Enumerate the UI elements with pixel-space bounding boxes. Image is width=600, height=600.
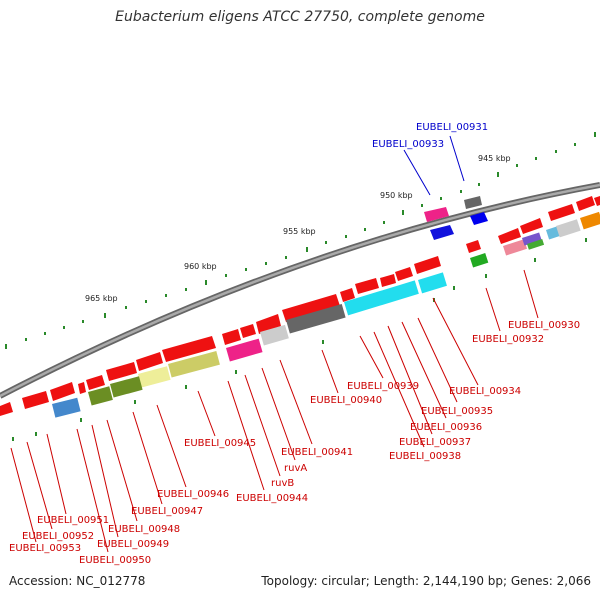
label-eubeli-00949: EUBELI_00949 — [97, 539, 169, 550]
tick-label-945: 945 kbp — [478, 154, 511, 163]
label-eubeli-00938: EUBELI_00938 — [389, 451, 461, 462]
map-title: Eubacterium eligens ATCC 27750, complete… — [115, 9, 485, 25]
label-eubeli-00936: EUBELI_00936 — [410, 422, 482, 433]
tick-ring — [5, 132, 596, 349]
label-eubeli-00930: EUBELI_00930 — [508, 320, 580, 331]
label-eubeli-00946: EUBELI_00946 — [157, 489, 229, 500]
label-eubeli-00947: EUBELI_00947 — [131, 506, 203, 517]
label-eubeli-00945: EUBELI_00945 — [184, 438, 256, 449]
label-eubeli-00933: EUBELI_00933 — [372, 139, 444, 150]
genome-summary-text: Topology: circular; Length: 2,144,190 bp… — [261, 574, 591, 588]
tick-label-950: 950 kbp — [380, 191, 413, 200]
backbone-arc — [0, 182, 600, 399]
label-eubeli-00931: EUBELI_00931 — [416, 122, 488, 133]
label-eubeli-00952: EUBELI_00952 — [22, 531, 94, 542]
tick-label-955: 955 kbp — [283, 227, 316, 236]
accession-text: Accession: NC_012778 — [9, 574, 146, 588]
label-ruvb: ruvB — [271, 478, 294, 489]
label-eubeli-00948: EUBELI_00948 — [108, 524, 180, 535]
tick-label-965: 965 kbp — [85, 294, 118, 303]
label-eubeli-00937: EUBELI_00937 — [399, 437, 471, 448]
label-eubeli-00953: EUBELI_00953 — [9, 543, 81, 554]
label-eubeli-00951: EUBELI_00951 — [37, 515, 109, 526]
label-eubeli-00950: EUBELI_00950 — [79, 555, 151, 566]
label-eubeli-00939: EUBELI_00939 — [347, 381, 419, 392]
label-ruva: ruvA — [284, 463, 307, 474]
label-eubeli-00941: EUBELI_00941 — [281, 447, 353, 458]
leader-lines — [10, 269, 539, 553]
category-blocks — [52, 211, 600, 418]
label-eubeli-00940: EUBELI_00940 — [310, 395, 382, 406]
label-eubeli-00934: EUBELI_00934 — [449, 386, 521, 397]
label-eubeli-00935: EUBELI_00935 — [421, 406, 493, 417]
forward-genes — [0, 196, 600, 416]
label-eubeli-00932: EUBELI_00932 — [472, 334, 544, 345]
label-eubeli-00944: EUBELI_00944 — [236, 493, 308, 504]
tick-label-960: 960 kbp — [184, 262, 217, 271]
